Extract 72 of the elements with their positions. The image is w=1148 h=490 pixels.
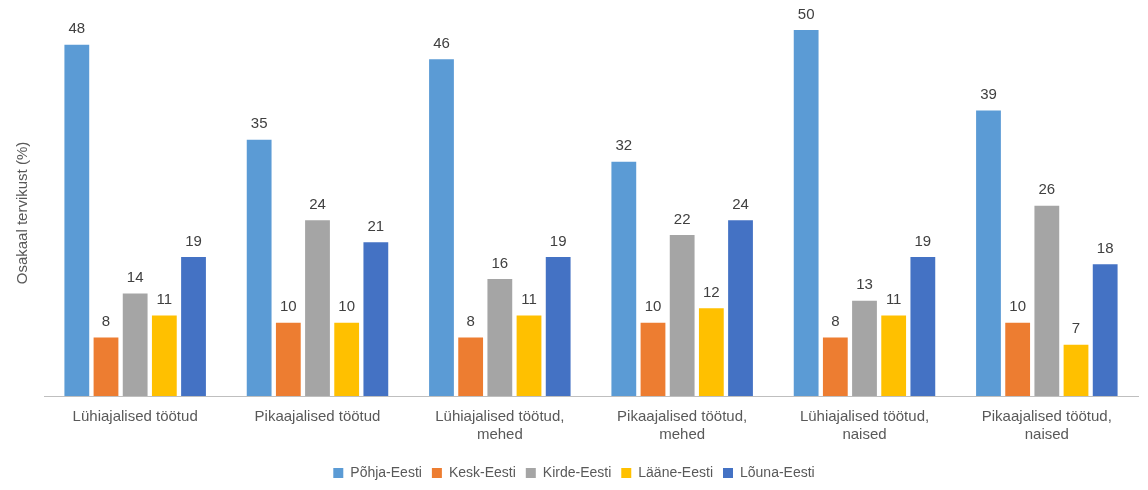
bar <box>181 256 206 396</box>
data-label: 16 <box>491 253 509 271</box>
legend-label: Lääne-Eesti <box>638 463 713 480</box>
legend-label: Kesk-Eesti <box>448 463 516 480</box>
data-label: 11 <box>156 290 173 308</box>
bar <box>698 308 724 396</box>
data-label: 19 <box>914 231 932 249</box>
data-label: 10 <box>1009 297 1026 315</box>
bar <box>1034 205 1060 396</box>
x-tick-label: Lühiajalised töötud, naised <box>799 407 930 443</box>
bar <box>910 256 936 396</box>
bar <box>976 110 1001 396</box>
bar <box>728 220 753 396</box>
legend-label: Kirde-Eesti <box>542 463 612 480</box>
data-label: 39 <box>980 85 997 103</box>
bar <box>516 315 542 396</box>
data-label: 19 <box>185 231 202 249</box>
data-label: 11 <box>521 290 537 308</box>
bar <box>822 337 848 396</box>
bar <box>611 161 637 396</box>
legend-label: Põhja-Eesti <box>350 463 422 480</box>
x-tick-label: Pikaajalised töötud, naised <box>981 407 1112 443</box>
bar <box>93 337 119 396</box>
data-label: 21 <box>367 216 385 234</box>
x-tick-label: Pikaajalised töötud, mehed <box>617 407 748 443</box>
bar <box>429 59 454 396</box>
legend-label: Lõuna-Eesti <box>739 463 815 480</box>
data-label: 48 <box>68 19 86 37</box>
bar <box>487 278 513 396</box>
bar <box>640 322 666 396</box>
data-label: 10 <box>279 297 297 315</box>
data-label: 19 <box>549 231 567 249</box>
data-label: 22 <box>673 209 691 227</box>
bar <box>64 44 90 396</box>
data-label: 18 <box>1096 238 1114 256</box>
bar <box>363 242 389 396</box>
bar <box>246 139 272 396</box>
data-label: 50 <box>797 4 815 22</box>
bar <box>852 300 877 396</box>
data-label: 24 <box>309 194 326 212</box>
data-label: 8 <box>101 312 111 330</box>
bar <box>793 30 819 396</box>
data-label: 10 <box>338 297 356 315</box>
bar <box>545 256 571 396</box>
data-label: 26 <box>1038 180 1056 198</box>
x-tick-label: Pikaajalised töötud <box>254 407 381 425</box>
data-label: 46 <box>433 33 450 51</box>
bar <box>151 315 177 396</box>
bar <box>334 322 360 396</box>
bar <box>881 315 907 396</box>
bar <box>1092 264 1118 396</box>
x-tick-label: Lühiajalised töötud, mehed <box>435 407 565 443</box>
bar <box>458 337 484 396</box>
bar <box>1063 344 1089 396</box>
bar <box>1005 322 1031 396</box>
data-label: 11 <box>885 290 902 308</box>
bar <box>122 293 148 396</box>
bar <box>669 234 695 396</box>
data-label: 8 <box>831 312 840 330</box>
data-label: 35 <box>250 114 268 132</box>
x-tick-label: Lühiajalised töötud <box>72 407 198 425</box>
data-label: 14 <box>126 268 144 286</box>
data-label: 24 <box>732 194 749 212</box>
data-label: 10 <box>644 297 662 315</box>
data-label: 12 <box>703 282 720 300</box>
data-label: 13 <box>856 275 873 293</box>
bar <box>275 322 301 396</box>
bar <box>305 220 330 396</box>
data-label: 7 <box>1071 319 1081 337</box>
data-label: 8 <box>466 312 475 330</box>
data-label: 32 <box>615 136 633 154</box>
y-axis-title: Osakaal tervikust (%) <box>13 141 31 285</box>
